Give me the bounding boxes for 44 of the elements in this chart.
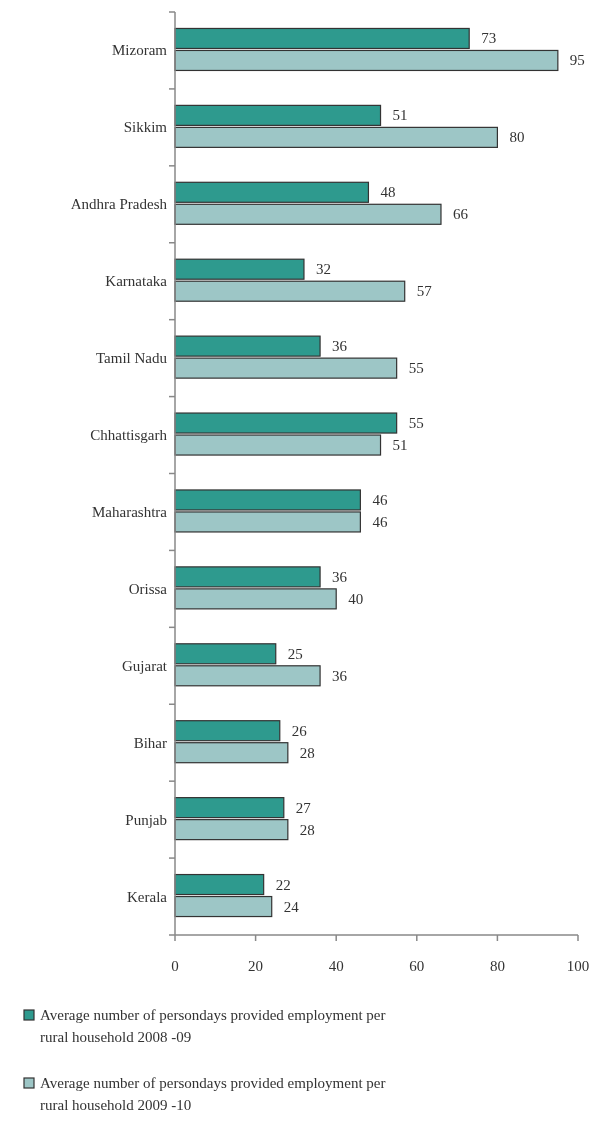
data-label: 46 (372, 491, 388, 508)
legend-label: Average number of persondays provided employment per rural household 2008 -09 (40, 1007, 386, 1045)
data-label: 24 (283, 898, 300, 915)
y-tick-label: Bihar (133, 734, 167, 751)
data-label: 48 (380, 184, 396, 201)
x-tick-label: 100 (566, 958, 590, 974)
y-tick-label: Maharashtra (92, 503, 168, 520)
data-label: 27 (295, 799, 312, 816)
x-tick-label: 0 (171, 958, 179, 974)
data-label: 55 (408, 415, 424, 432)
data-label: 40 (348, 590, 364, 607)
y-tick-label: Mizoram (112, 42, 168, 59)
y-tick-label: Andhra Pradesh (70, 196, 168, 213)
legend-label: Average number of persondays provided employment per rural household 2009 -10 (40, 1075, 386, 1113)
data-label: 25 (287, 645, 303, 662)
data-label: 22 (275, 876, 291, 893)
data-label: 36 (332, 338, 348, 355)
x-tick-label: 80 (489, 958, 505, 974)
y-tick-label: Punjab (125, 811, 167, 828)
data-label: 51 (392, 437, 408, 454)
y-tick-label: Gujarat (122, 657, 168, 674)
data-label: 73 (481, 30, 497, 47)
data-label: 95 (569, 52, 585, 69)
y-tick-label: Orissa (128, 580, 168, 597)
data-label: 51 (392, 107, 408, 124)
y-tick-label: Chhattisgarh (90, 427, 168, 444)
data-label: 80 (509, 129, 525, 146)
data-label: 36 (332, 667, 348, 684)
data-label: 55 (408, 360, 424, 377)
x-tick-label: 60 (409, 958, 425, 974)
data-label: 57 (416, 283, 433, 300)
data-label: 28 (299, 821, 315, 838)
y-tick-label: Kerala (127, 888, 168, 905)
data-label: 26 (291, 722, 308, 739)
data-label: 36 (332, 568, 348, 585)
data-label: 66 (452, 206, 469, 223)
data-label: 32 (315, 261, 331, 278)
x-tick-label: 40 (328, 958, 344, 974)
x-tick-label: 20 (248, 958, 264, 974)
y-tick-label: Tamil Nadu (95, 350, 168, 367)
data-label: 28 (299, 744, 315, 761)
y-tick-label: Sikkim (123, 119, 168, 136)
y-tick-label: Karnataka (105, 273, 168, 290)
data-label: 46 (372, 513, 388, 530)
